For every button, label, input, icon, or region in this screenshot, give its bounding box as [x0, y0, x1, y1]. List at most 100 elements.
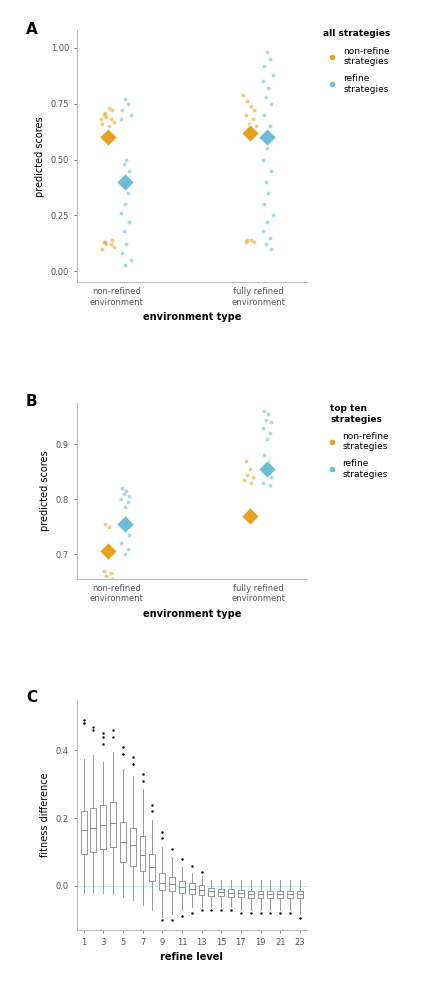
Point: [259, 223, 266, 239]
Point: [109, 232, 115, 248]
Point: [266, 425, 273, 441]
Point: [268, 163, 275, 179]
Point: [100, 725, 106, 741]
Point: [159, 824, 166, 840]
Point: [104, 129, 111, 145]
Point: [102, 234, 109, 250]
Point: [117, 491, 124, 507]
Point: [261, 107, 268, 123]
Point: [121, 546, 128, 562]
Point: [102, 105, 109, 121]
Point: [119, 102, 126, 118]
Point: [266, 51, 273, 67]
Point: [99, 116, 106, 132]
Point: [130, 749, 136, 765]
Point: [244, 467, 250, 483]
Bar: [130, 828, 135, 866]
Point: [265, 406, 272, 422]
Point: [107, 111, 114, 127]
Point: [80, 715, 87, 731]
Bar: [248, 891, 253, 898]
Point: [159, 912, 166, 928]
Point: [242, 453, 249, 469]
Point: [259, 152, 266, 168]
Point: [262, 461, 269, 477]
Bar: [277, 891, 283, 898]
Point: [123, 236, 130, 252]
Point: [159, 830, 166, 846]
Point: [261, 447, 268, 463]
Point: [261, 58, 268, 74]
Point: [123, 516, 130, 532]
Point: [104, 543, 111, 559]
Point: [265, 185, 272, 201]
Point: [109, 729, 116, 745]
Point: [198, 902, 205, 918]
Point: [126, 527, 132, 543]
Point: [296, 910, 303, 926]
Bar: [258, 891, 263, 898]
Bar: [140, 836, 146, 871]
Bar: [287, 891, 293, 898]
Point: [120, 486, 127, 502]
Point: [244, 93, 250, 109]
Point: [248, 475, 255, 491]
Point: [121, 196, 128, 212]
Bar: [179, 881, 185, 893]
Point: [264, 461, 271, 477]
Point: [107, 236, 114, 252]
Point: [100, 736, 106, 752]
Point: [126, 163, 132, 179]
Point: [257, 905, 264, 921]
Point: [127, 252, 134, 268]
Point: [119, 746, 126, 762]
Point: [109, 102, 115, 118]
Bar: [218, 889, 224, 896]
Point: [117, 111, 124, 127]
Point: [99, 241, 106, 257]
Point: [237, 905, 244, 921]
Point: [124, 96, 131, 112]
Point: [109, 571, 115, 587]
Point: [121, 499, 128, 515]
Point: [109, 722, 116, 738]
Point: [123, 483, 130, 499]
Point: [268, 414, 275, 430]
Point: [262, 412, 269, 428]
Point: [265, 80, 272, 96]
Point: [130, 756, 136, 772]
Bar: [81, 811, 86, 854]
Legend: non-refine
strategies, refine
strategies: non-refine strategies, refine strategies: [323, 29, 390, 94]
Point: [103, 568, 110, 584]
Point: [259, 73, 266, 89]
Text: B: B: [26, 394, 37, 409]
Point: [264, 140, 271, 156]
Point: [247, 508, 253, 524]
Point: [124, 185, 131, 201]
Point: [100, 729, 106, 745]
Point: [169, 841, 176, 857]
Point: [188, 905, 195, 921]
Y-axis label: predicted scores: predicted scores: [40, 451, 50, 531]
Point: [121, 91, 128, 107]
Bar: [297, 891, 303, 898]
Point: [121, 516, 128, 532]
Point: [242, 234, 249, 250]
Point: [119, 739, 126, 755]
Point: [269, 67, 276, 83]
Text: C: C: [26, 690, 37, 705]
Bar: [189, 883, 195, 894]
Bar: [268, 891, 273, 898]
Point: [80, 712, 87, 728]
Point: [249, 111, 256, 127]
Point: [119, 245, 126, 261]
Bar: [199, 885, 204, 895]
Point: [178, 851, 185, 867]
Point: [241, 472, 248, 488]
Point: [121, 174, 128, 190]
Y-axis label: fitness difference: fitness difference: [40, 772, 50, 857]
Point: [124, 494, 131, 510]
Point: [259, 420, 266, 436]
Point: [264, 214, 271, 230]
Bar: [238, 890, 244, 897]
